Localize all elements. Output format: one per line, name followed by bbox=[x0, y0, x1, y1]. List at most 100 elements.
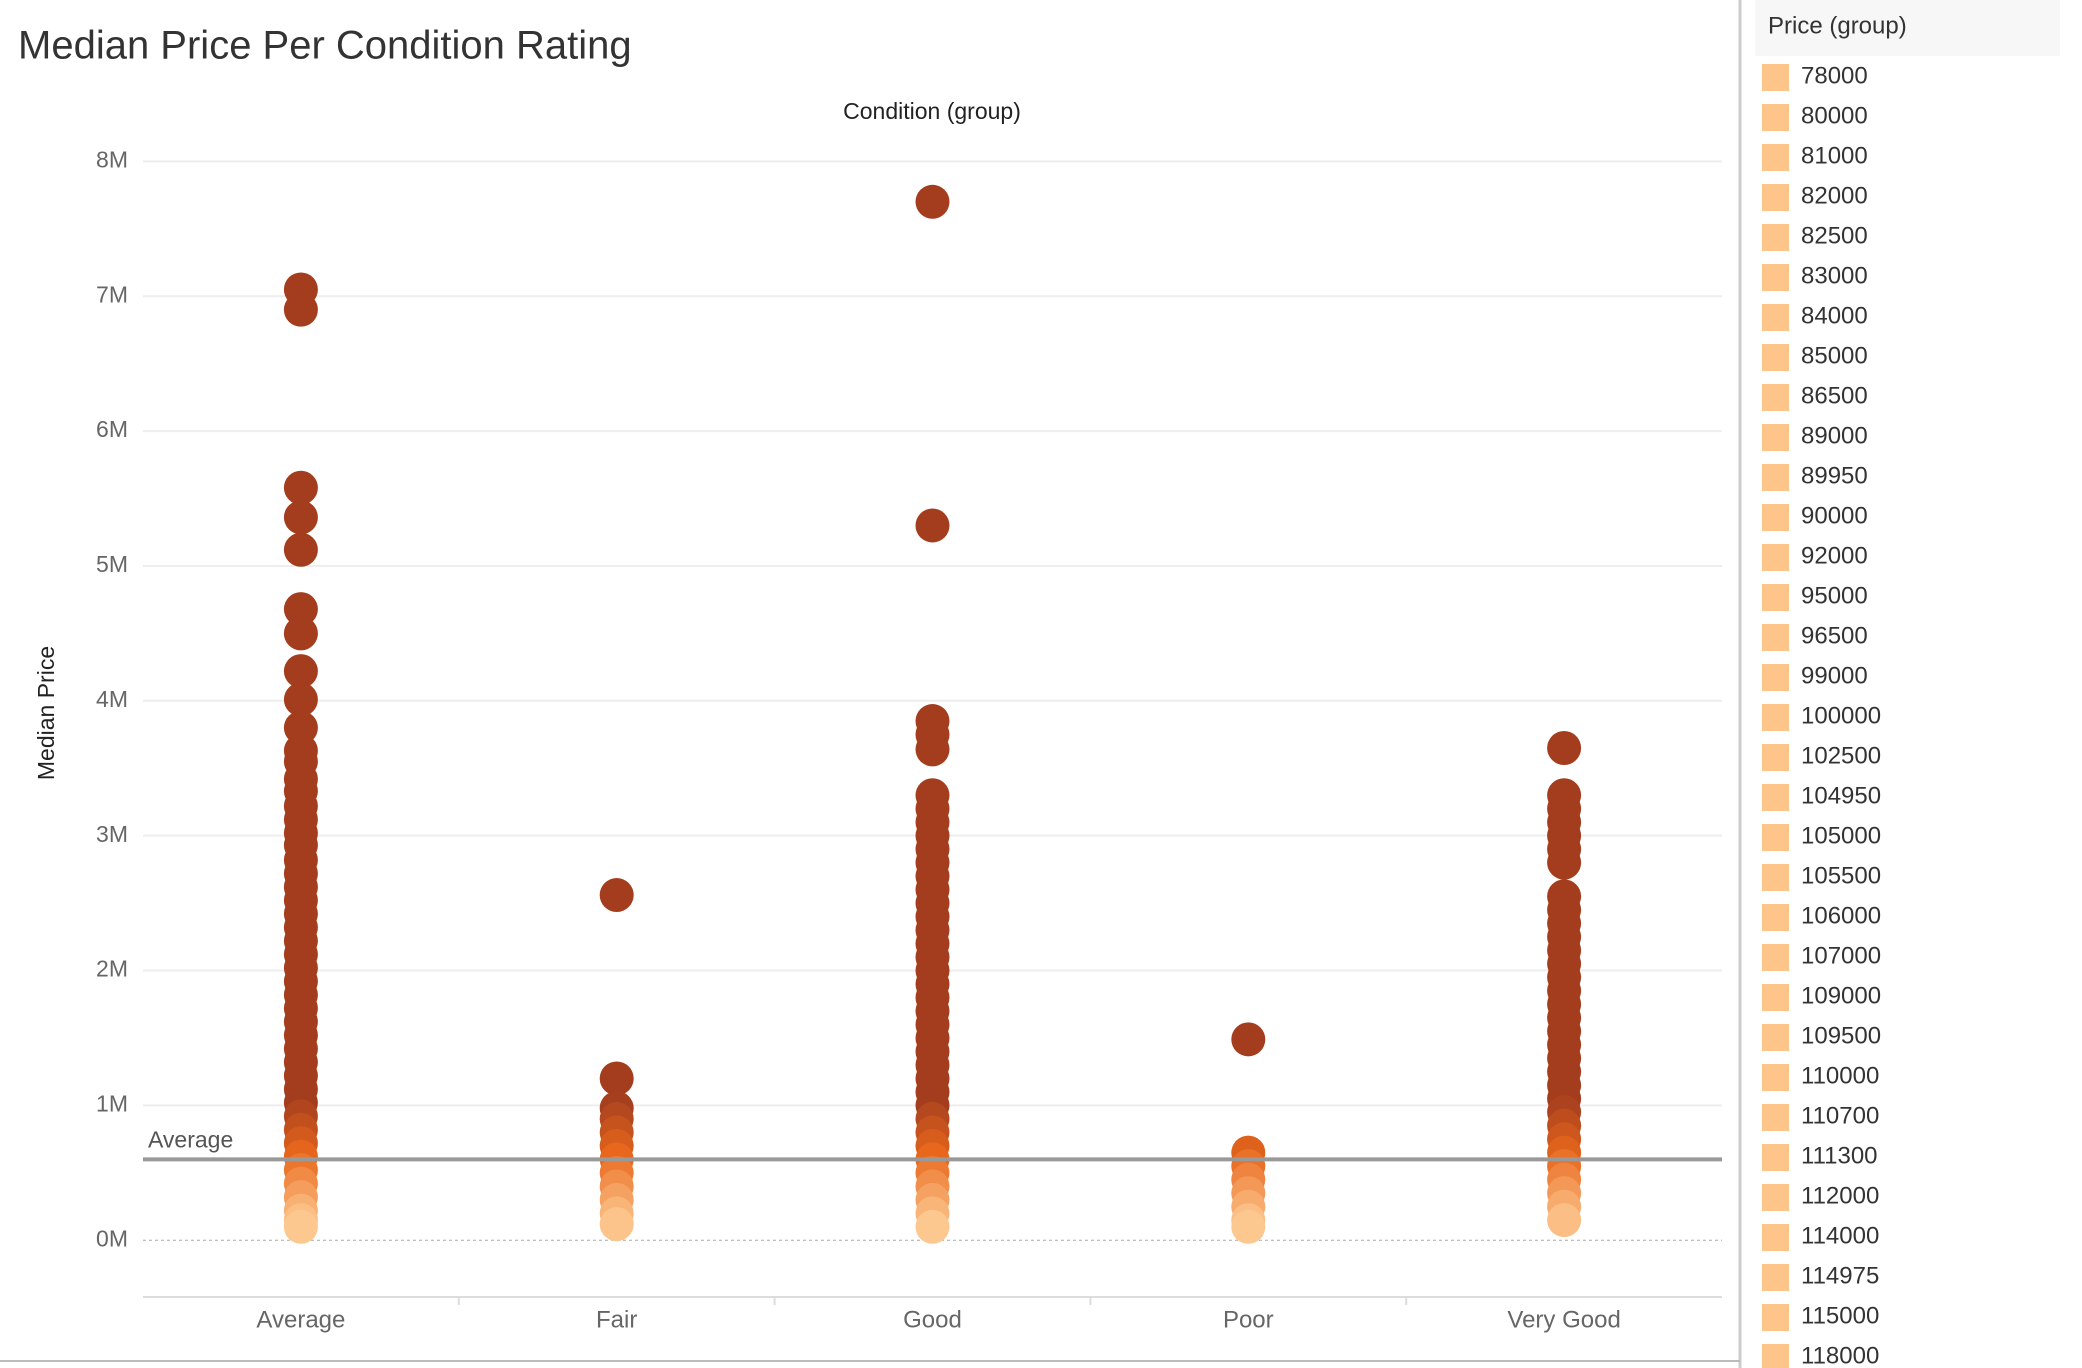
y-tick-label: 8M bbox=[96, 146, 128, 172]
legend-swatch bbox=[1762, 464, 1789, 491]
y-tick-label: 6M bbox=[96, 416, 128, 442]
x-axis-title: Condition (group) bbox=[843, 98, 1021, 124]
legend-header bbox=[1755, 0, 2060, 56]
legend-label: 89950 bbox=[1801, 462, 1868, 489]
legend-swatch bbox=[1762, 144, 1789, 171]
legend-label: 82500 bbox=[1801, 222, 1868, 249]
dot bbox=[1547, 731, 1582, 766]
legend-label: 78000 bbox=[1801, 62, 1868, 89]
y-tick-label: 0M bbox=[96, 1225, 128, 1251]
legend-swatch bbox=[1762, 1344, 1789, 1368]
legend-swatch bbox=[1762, 784, 1789, 811]
y-tick-label: 7M bbox=[96, 281, 128, 307]
y-tick-label: 5M bbox=[96, 551, 128, 577]
x-tick-label: Average bbox=[256, 1306, 345, 1333]
legend-label: 95000 bbox=[1801, 582, 1868, 609]
legend-swatch bbox=[1762, 184, 1789, 211]
dot bbox=[283, 592, 318, 627]
legend-swatch bbox=[1762, 624, 1789, 651]
legend-swatch bbox=[1762, 224, 1789, 251]
x-tick-label: Good bbox=[903, 1306, 962, 1333]
x-tick-label: Poor bbox=[1223, 1306, 1274, 1333]
legend-label: 89000 bbox=[1801, 422, 1868, 449]
x-tick-label: Fair bbox=[596, 1306, 637, 1333]
legend-label: 112000 bbox=[1801, 1182, 1879, 1209]
dot bbox=[915, 184, 950, 219]
dot bbox=[1231, 1022, 1266, 1057]
dot bbox=[599, 878, 634, 913]
dot bbox=[283, 682, 318, 717]
legend-swatch bbox=[1762, 664, 1789, 691]
legend-label: 85000 bbox=[1801, 342, 1868, 369]
legend-label: 104950 bbox=[1801, 782, 1881, 809]
legend-swatch bbox=[1762, 704, 1789, 731]
legend-label: 81000 bbox=[1801, 142, 1868, 169]
legend-label: 102500 bbox=[1801, 742, 1881, 769]
legend-label: 105500 bbox=[1801, 862, 1881, 889]
legend-label: 110000 bbox=[1801, 1062, 1879, 1089]
y-tick-label: 2M bbox=[96, 956, 128, 982]
legend-swatch bbox=[1762, 584, 1789, 611]
legend-swatch bbox=[1762, 744, 1789, 771]
legend-swatch bbox=[1762, 1264, 1789, 1291]
y-tick-label: 3M bbox=[96, 821, 128, 847]
dot bbox=[915, 508, 950, 543]
chart-title: Median Price Per Condition Rating bbox=[18, 24, 632, 68]
dot bbox=[1231, 1209, 1266, 1244]
dot bbox=[915, 732, 950, 767]
legend-swatch bbox=[1762, 1104, 1789, 1131]
legend-swatch bbox=[1762, 1064, 1789, 1091]
y-axis-title: Median Price bbox=[33, 646, 59, 780]
legend-label: 100000 bbox=[1801, 702, 1881, 729]
legend-swatch bbox=[1762, 264, 1789, 291]
legend-label: 106000 bbox=[1801, 902, 1881, 929]
legend-label: 92000 bbox=[1801, 542, 1868, 569]
dot bbox=[283, 292, 318, 327]
legend-label: 105000 bbox=[1801, 822, 1881, 849]
legend-swatch bbox=[1762, 1304, 1789, 1331]
legend-label: 80000 bbox=[1801, 102, 1868, 129]
dot bbox=[283, 654, 318, 689]
legend-label: 86500 bbox=[1801, 382, 1868, 409]
legend-swatch bbox=[1762, 1224, 1789, 1251]
legend-swatch bbox=[1762, 504, 1789, 531]
legend-swatch bbox=[1762, 824, 1789, 851]
legend-swatch bbox=[1762, 944, 1789, 971]
legend-swatch bbox=[1762, 1024, 1789, 1051]
legend-label: 96500 bbox=[1801, 622, 1868, 649]
legend-title: Price (group) bbox=[1768, 12, 1907, 39]
y-tick-label: 1M bbox=[96, 1091, 128, 1117]
x-tick-label: Very Good bbox=[1507, 1306, 1620, 1333]
legend-swatch bbox=[1762, 984, 1789, 1011]
legend-label: 82000 bbox=[1801, 182, 1868, 209]
legend-swatch bbox=[1762, 544, 1789, 571]
legend-panel bbox=[1740, 0, 2082, 1368]
legend-label: 84000 bbox=[1801, 302, 1868, 329]
legend-label: 110700 bbox=[1801, 1102, 1879, 1129]
reference-label: Average bbox=[148, 1126, 233, 1152]
legend-label: 90000 bbox=[1801, 502, 1868, 529]
dot bbox=[1547, 1203, 1582, 1238]
legend-label: 111300 bbox=[1801, 1142, 1878, 1169]
legend-label: 118000 bbox=[1801, 1342, 1879, 1368]
dot bbox=[915, 1209, 950, 1244]
legend-swatch bbox=[1762, 864, 1789, 891]
dot bbox=[283, 470, 318, 505]
legend-swatch bbox=[1762, 344, 1789, 371]
dot bbox=[283, 532, 318, 567]
legend-swatch bbox=[1762, 904, 1789, 931]
legend-label: 109500 bbox=[1801, 1022, 1881, 1049]
legend-label: 107000 bbox=[1801, 942, 1881, 969]
dot bbox=[599, 1061, 634, 1096]
legend-swatch bbox=[1762, 304, 1789, 331]
legend-swatch bbox=[1762, 104, 1789, 131]
y-tick-label: 4M bbox=[96, 686, 128, 712]
dot bbox=[599, 1207, 634, 1242]
legend-swatch bbox=[1762, 64, 1789, 91]
dot bbox=[283, 616, 318, 651]
legend-label: 99000 bbox=[1801, 662, 1868, 689]
legend-swatch bbox=[1762, 1144, 1789, 1171]
legend-label: 114000 bbox=[1801, 1222, 1879, 1249]
